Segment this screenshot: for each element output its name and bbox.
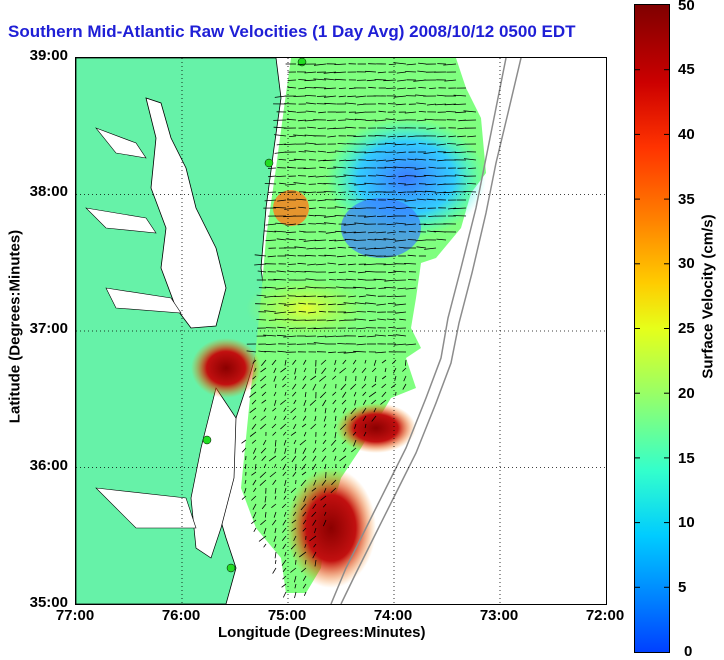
velocity-vector [288, 80, 296, 81]
velocity-vector [324, 184, 337, 185]
velocity-vector [375, 80, 386, 81]
x-tick-label: 73:00 [459, 607, 539, 624]
colorbar-tick: 30 [678, 255, 695, 272]
x-tick-label: 72:00 [565, 607, 645, 624]
velocity-vector [405, 72, 416, 73]
velocity-vector [268, 168, 276, 169]
velocity-vector [314, 88, 326, 89]
velocity-vector [319, 208, 326, 209]
velocity-vector [254, 528, 256, 532]
velocity-vector [348, 168, 356, 169]
velocity-vector [256, 320, 266, 321]
velocity-vector [396, 200, 406, 201]
velocity-vector [275, 552, 276, 558]
velocity-vector [386, 88, 396, 89]
colorbar-tick: 10 [678, 514, 695, 531]
velocity-vector [317, 96, 326, 97]
colorbar-tick: 40 [678, 126, 695, 143]
velocity-vector [408, 280, 416, 281]
velocity-vector [294, 96, 307, 97]
velocity-vector [273, 568, 276, 574]
velocity-vector [428, 216, 436, 217]
colorbar-tick: 5 [678, 579, 686, 596]
map-title: Southern Mid-Atlantic Raw Velocities (1 … [8, 22, 576, 42]
velocity-vector [335, 216, 346, 217]
velocity-vector [406, 208, 416, 209]
colorbar-tick: 0 [684, 643, 692, 660]
velocity-vector [276, 384, 277, 388]
velocity-vector [327, 120, 336, 121]
velocity-vector [468, 168, 476, 169]
velocity-vector [288, 264, 296, 265]
x-tick-label: 77:00 [35, 607, 115, 624]
velocity-vector [378, 288, 386, 289]
high-velocity-region [191, 338, 261, 398]
velocity-vector [419, 144, 426, 145]
velocity-vector [356, 312, 366, 313]
radar-site-marker [227, 564, 235, 572]
colorbar-tick: 15 [678, 450, 695, 467]
velocity-vector [453, 216, 466, 217]
velocity-vector [242, 440, 247, 443]
velocity-vector [367, 312, 376, 313]
velocity-vector [354, 240, 366, 241]
velocity-vector [398, 184, 406, 185]
velocity-vector [264, 544, 266, 547]
colorbar-tick: 50 [678, 0, 695, 14]
velocity-vector [327, 152, 336, 153]
x-tick-label: 75:00 [247, 607, 327, 624]
high-velocity-region [336, 403, 416, 453]
velocity-vector [296, 560, 297, 565]
x-tick-label: 74:00 [353, 607, 433, 624]
velocity-vector [329, 280, 336, 281]
colorbar-tick: 25 [678, 320, 695, 337]
velocity-vector [447, 144, 456, 145]
velocity-vector [299, 312, 306, 313]
colorbar-label: Surface Velocity (cm/s) [700, 187, 717, 407]
velocity-map [76, 58, 606, 604]
y-tick-label: 38:00 [6, 183, 68, 200]
velocity-vector [283, 592, 286, 598]
velocity-vector [318, 128, 326, 129]
colorbar [634, 4, 670, 653]
y-tick-label: 36:00 [6, 457, 68, 474]
velocity-vector [296, 272, 306, 273]
map-plot-area [75, 57, 607, 605]
colorbar-tick: 35 [678, 191, 695, 208]
velocity-vector [299, 152, 306, 153]
radar-site-marker [265, 159, 273, 167]
x-tick-label: 76:00 [141, 607, 221, 624]
y-tick-label: 39:00 [6, 47, 68, 64]
y-axis-label: Latitude (Degrees:Minutes) [7, 217, 24, 437]
velocity-vector [298, 80, 306, 81]
velocity-vector [408, 240, 416, 241]
high-velocity-region [286, 468, 376, 588]
velocity-vector [275, 560, 276, 564]
velocity-vector [406, 168, 417, 169]
velocity-vector [296, 464, 297, 470]
velocity-vector [324, 192, 336, 193]
velocity-vector [368, 240, 377, 241]
velocity-vector [333, 128, 346, 129]
velocity-vector [395, 296, 406, 297]
x-axis-label: Longitude (Degrees:Minutes) [218, 624, 426, 641]
radar-site-marker [203, 436, 211, 444]
velocity-vector [375, 136, 386, 137]
low-velocity-core [341, 198, 421, 258]
colorbar-tick: 20 [678, 385, 695, 402]
colorbar-tick: 45 [678, 61, 695, 78]
